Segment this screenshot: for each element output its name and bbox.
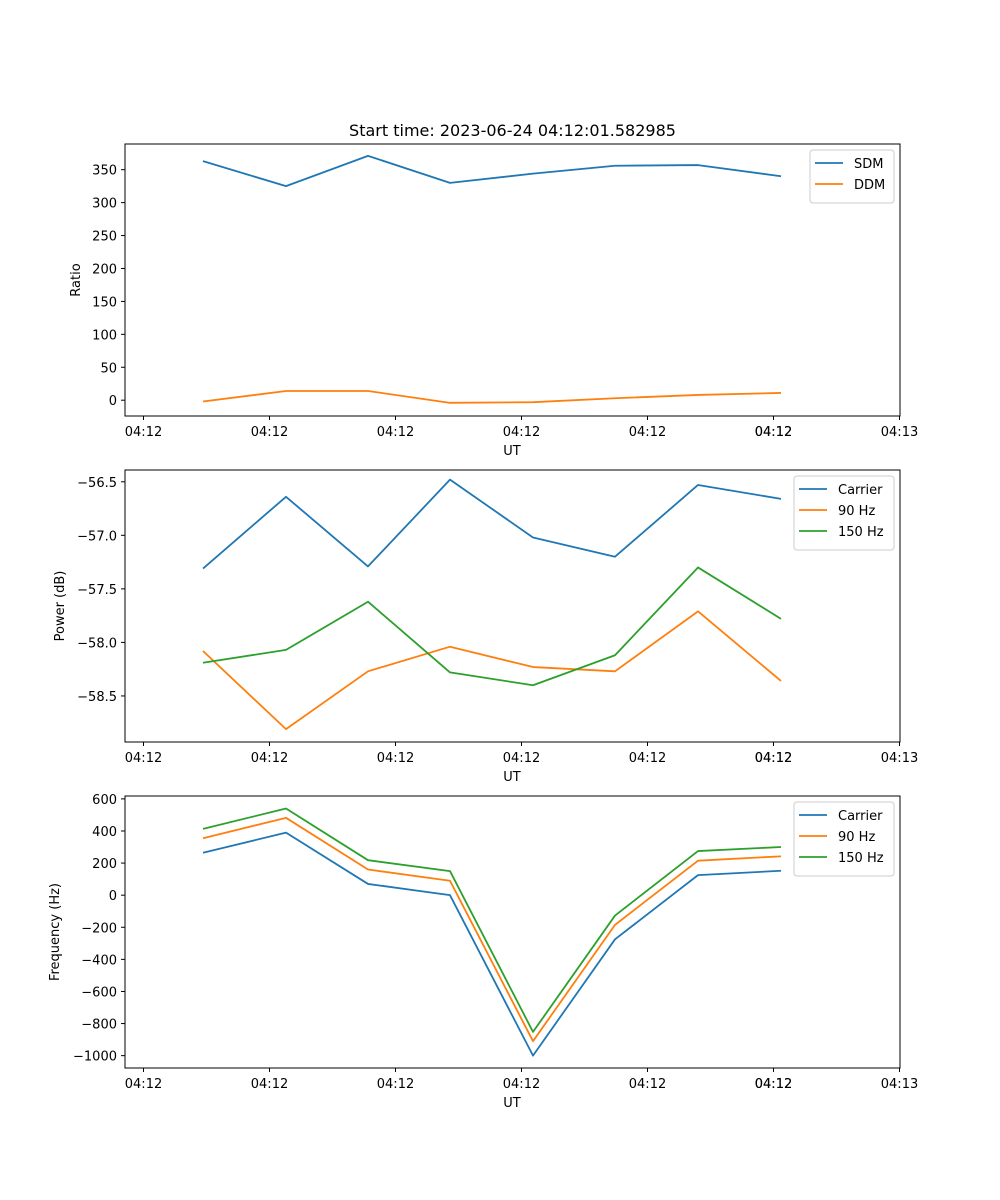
- plot-frame: [124, 795, 901, 1069]
- legend: Carrier 90 Hz 150 Hz: [793, 801, 895, 877]
- x-tick-label: 04:12: [629, 425, 666, 440]
- legend-entry: 90 Hz: [838, 504, 875, 519]
- x-tick-label: 04:12: [629, 1077, 666, 1092]
- x-axis-label: UT: [503, 770, 521, 785]
- figure-title: Start time: 2023-06-24 04:12:01.582985: [349, 121, 676, 140]
- x-tick-label: 04:12: [251, 1077, 288, 1092]
- legend-entry: DDM: [854, 178, 885, 193]
- y-tick-label: 250: [92, 230, 117, 245]
- x-axis-label: UT: [503, 1096, 521, 1111]
- y-tick-label: −57.5: [77, 583, 117, 598]
- plot-frame: [124, 143, 901, 417]
- x-tick-label: 04:12: [755, 751, 792, 766]
- x-tick-label: 04:13: [881, 425, 918, 440]
- y-axis-label: Ratio: [69, 263, 84, 296]
- x-tick-label: 04:12: [377, 1077, 414, 1092]
- y-tick-label: 100: [92, 328, 117, 343]
- x-tick-label: 04:12: [503, 751, 540, 766]
- y-tick-label: 400: [92, 825, 117, 840]
- legend-entry: 150 Hz: [838, 851, 884, 866]
- x-tick-label: 04:12: [755, 1077, 792, 1092]
- x-tick-label: 04:12: [125, 425, 162, 440]
- x-tick-label: 04:12: [503, 1077, 540, 1092]
- y-tick-label: −600: [81, 985, 117, 1000]
- series-line-150-hz: [202, 807, 782, 1033]
- legend: SDM DDM: [809, 149, 895, 204]
- x-tick-label: 04:12: [377, 425, 414, 440]
- y-tick-label: 350: [92, 164, 117, 179]
- y-axis-label: Frequency (Hz): [48, 883, 63, 981]
- x-tick-label: 04:12: [251, 425, 288, 440]
- y-tick-label: −800: [81, 1018, 117, 1033]
- panels: 04:12 04:12 04:12 04:12 04:12 04:12 04:12 04:13…: [48, 143, 918, 1111]
- y-tick-label: 0: [109, 394, 117, 409]
- x-tick-label: 04:12: [755, 425, 792, 440]
- legend-entry: 150 Hz: [838, 525, 884, 540]
- series-line-ddm: [202, 390, 782, 404]
- x-tick-label: 04:13: [881, 1077, 918, 1092]
- y-tick-label: −56.5: [77, 476, 117, 491]
- x-tick-label: 04:12: [125, 751, 162, 766]
- series-line-carrier: [202, 478, 782, 570]
- legend-entry: Carrier: [838, 483, 883, 498]
- series-line-90-hz: [202, 816, 782, 1043]
- x-tick-label: 04:12: [125, 1077, 162, 1092]
- x-tick-label: 04:12: [503, 425, 540, 440]
- y-tick-label: −400: [81, 953, 117, 968]
- x-tick-label: 04:12: [251, 751, 288, 766]
- x-tick-label: 04:12: [755, 751, 792, 766]
- y-tick-label: 50: [100, 361, 117, 376]
- x-tick-label: 04:12: [377, 751, 414, 766]
- y-tick-label: 150: [92, 295, 117, 310]
- plot-frame: [124, 469, 901, 743]
- y-tick-label: 0: [109, 889, 117, 904]
- y-tick-label: 600: [92, 793, 117, 808]
- x-tick-label: 04:12: [755, 1077, 792, 1092]
- y-tick-label: −58.0: [77, 636, 117, 651]
- x-axis-label: UT: [503, 444, 521, 459]
- y-tick-label: 200: [92, 857, 117, 872]
- x-tick-label: 04:12: [629, 751, 666, 766]
- y-tick-label: −58.5: [77, 690, 117, 705]
- x-tick-label: 04:13: [881, 751, 918, 766]
- x-tick-label: 04:12: [755, 425, 792, 440]
- series-line-sdm: [202, 154, 782, 188]
- legend-entry: Carrier: [838, 809, 883, 824]
- legend: Carrier 90 Hz 150 Hz: [793, 475, 895, 551]
- y-tick-label: 200: [92, 262, 117, 277]
- y-tick-label: −57.0: [77, 529, 117, 544]
- legend-entry: SDM: [854, 157, 883, 172]
- y-tick-label: −1000: [73, 1050, 117, 1065]
- y-tick-label: 300: [92, 197, 117, 212]
- series-line-carrier: [202, 831, 782, 1057]
- series-line-150-hz: [202, 566, 782, 687]
- y-axis-label: Power (dB): [53, 571, 68, 642]
- y-tick-label: −200: [81, 921, 117, 936]
- legend-entry: 90 Hz: [838, 830, 875, 845]
- series-line-90-hz: [202, 610, 782, 731]
